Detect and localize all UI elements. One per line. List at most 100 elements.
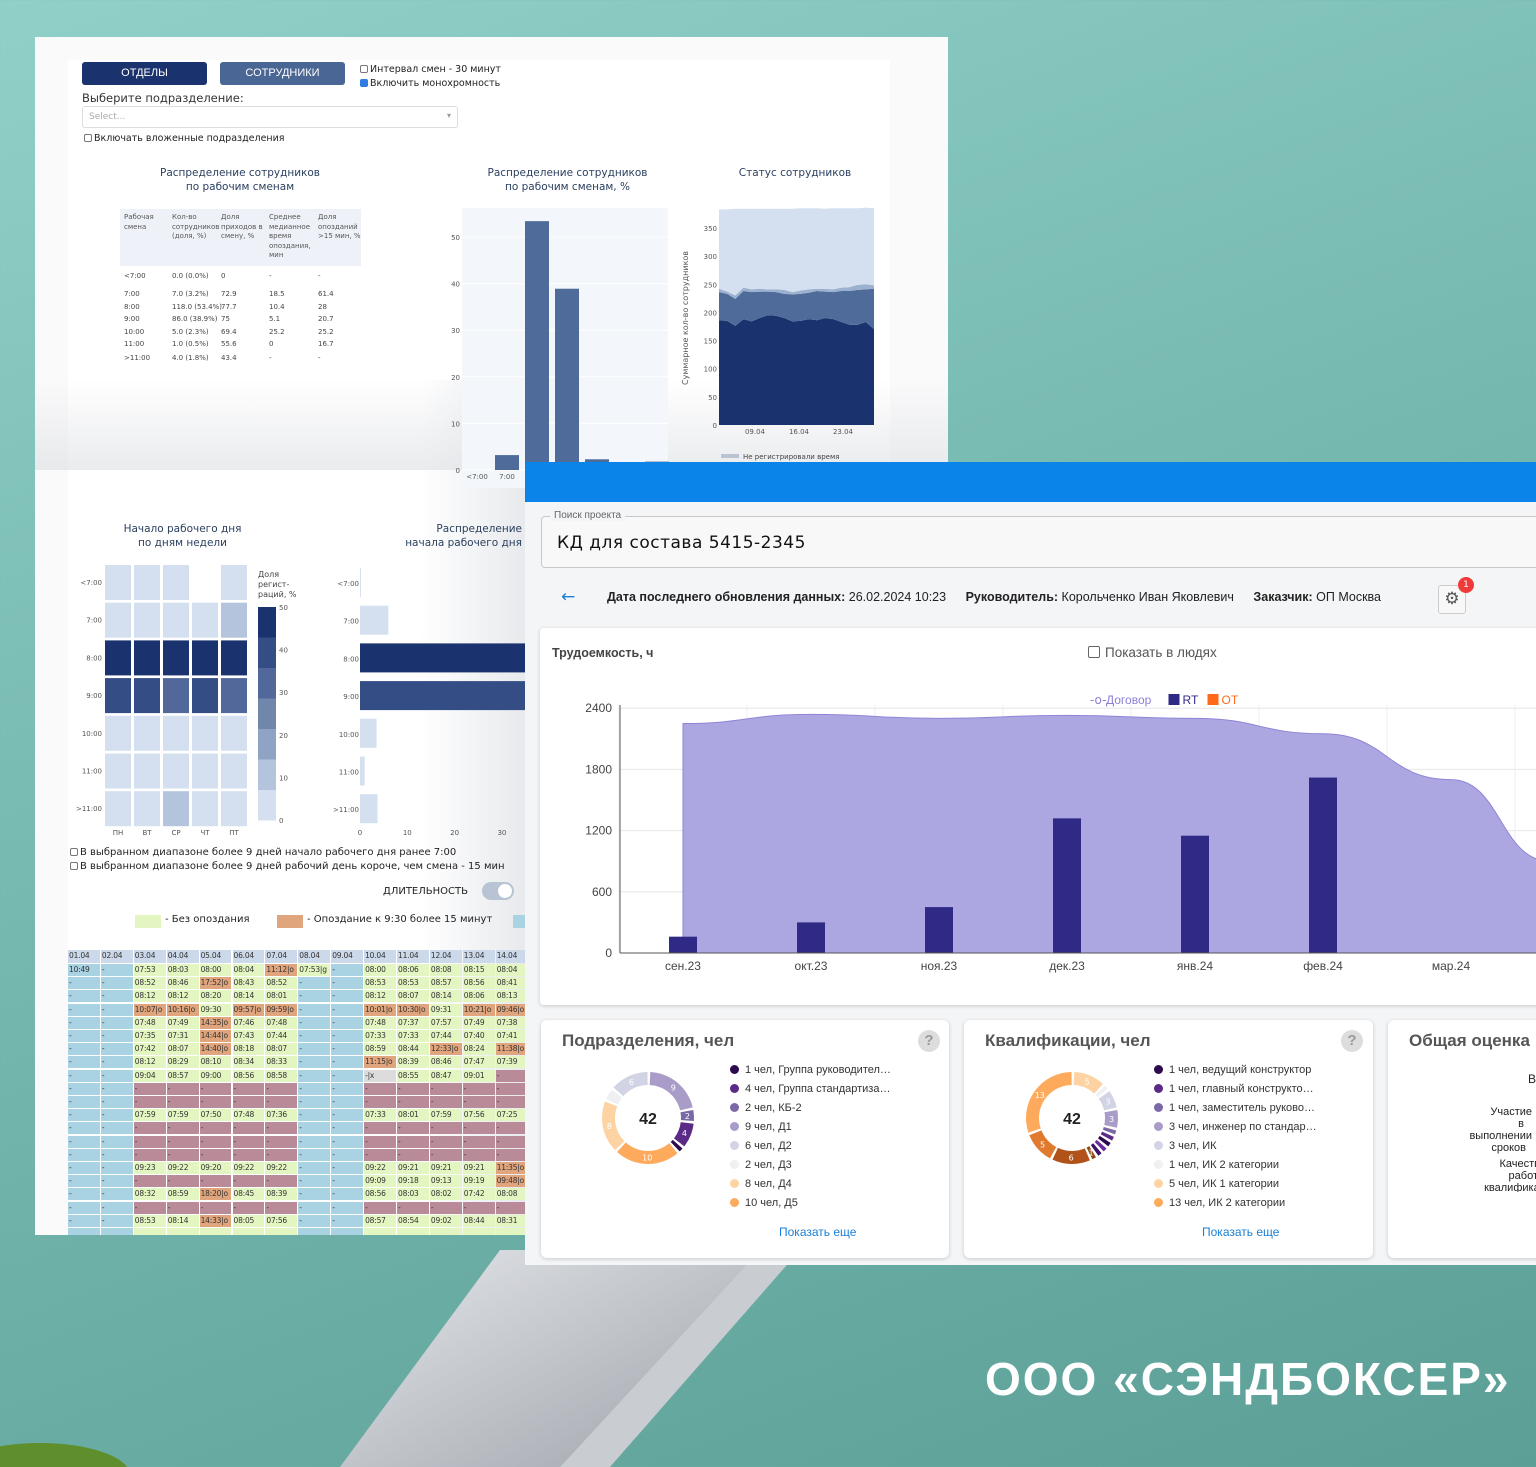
segment-label: 5 xyxy=(1040,1140,1045,1149)
checkbox[interactable] xyxy=(1088,646,1100,658)
x-tick-label: ЧТ xyxy=(200,829,210,837)
timesheet-cell: 08:47 xyxy=(429,1069,462,1082)
select-label: Выберите подразделение: xyxy=(82,91,244,105)
shift-interval-option[interactable]: Интервал смен - 30 минут xyxy=(360,64,501,75)
segment-label: 2 xyxy=(685,1112,690,1121)
legend-label: 1 чел, Группа руководител… xyxy=(745,1064,891,1076)
last-update-value: 26.02.2024 10:23 xyxy=(848,590,947,604)
timesheet-cell: - xyxy=(331,1122,364,1135)
legend-dot xyxy=(1154,1160,1163,1169)
search-input-value[interactable]: КД для состава 5415-2345 xyxy=(557,533,806,553)
segment-label: 3 xyxy=(1109,1115,1114,1124)
department-select[interactable]: Select... ▾ xyxy=(82,106,458,128)
departments-donut: 9 2 4 10 8 6 42 xyxy=(602,1072,694,1164)
legend-item: 13 чел, ИК 2 категории xyxy=(1154,1197,1285,1209)
monochrome-option[interactable]: Включить монохромность xyxy=(360,78,500,89)
heatmap-cell xyxy=(105,565,131,600)
timesheet-cell xyxy=(199,1228,232,1235)
timesheet-cell: 08:46 xyxy=(429,1056,462,1069)
legend-label: 8 чел, Д4 xyxy=(745,1178,792,1190)
y-tick-label: 350 xyxy=(704,225,717,233)
checkbox[interactable] xyxy=(70,848,78,856)
legend-label: 2 чел, Д3 xyxy=(745,1159,792,1171)
timesheet-cell: 10:01|o xyxy=(364,1003,396,1016)
area-series-s2 xyxy=(719,288,874,330)
y-tick-label: 0 xyxy=(713,422,717,430)
timesheet-cell xyxy=(133,1228,166,1235)
timesheet-cell: - xyxy=(100,1148,133,1161)
x-tick-label: мар.24 xyxy=(1432,959,1471,973)
timesheet-cell: 09:57|o xyxy=(232,1003,265,1016)
weekday-heatmap-title: Начало рабочего дня по дням недели xyxy=(123,523,242,549)
search-field-label: Поиск проекта xyxy=(550,510,626,521)
timesheet-cell: - xyxy=(133,1122,166,1135)
timesheet-cell: 08:56 xyxy=(364,1188,396,1201)
timesheet-cell: - xyxy=(495,1069,528,1082)
timesheet-cell: - xyxy=(495,1135,528,1148)
include-nested-option[interactable]: Включать вложенные подразделения xyxy=(84,133,285,144)
heatmap-cell xyxy=(192,753,218,789)
timesheet-cell: 11:35|o xyxy=(495,1162,528,1174)
duration-toggle[interactable] xyxy=(482,882,514,900)
segment-label: 4 xyxy=(682,1129,687,1138)
timesheet-cell: - xyxy=(100,1096,133,1108)
table-cell: 5.0 (2.3%) xyxy=(172,328,209,336)
timesheet-cell: - xyxy=(232,1096,265,1108)
timesheet-cell: - xyxy=(68,1188,100,1201)
checkbox[interactable] xyxy=(84,134,92,142)
y-tick-label: 8:00 xyxy=(343,655,359,663)
timesheet-cell: 08:34 xyxy=(232,1056,265,1069)
y-tick-label: 1200 xyxy=(585,824,612,838)
settings-button[interactable]: ⚙ xyxy=(1438,585,1466,614)
timesheet-cell: - xyxy=(331,1148,364,1161)
timesheet-cell: - xyxy=(331,1175,364,1188)
table-cell: 1.0 (0.5%) xyxy=(172,340,209,348)
tab-departments[interactable]: ОТДЕЛЫ xyxy=(82,62,207,85)
heatmap-cell xyxy=(163,791,189,827)
help-icon[interactable]: ? xyxy=(1341,1030,1363,1052)
timesheet-cell: - xyxy=(495,1201,528,1214)
legend-item: 3 чел, ИК xyxy=(1154,1140,1217,1152)
timesheet-cell: 08:52 xyxy=(133,977,166,990)
timesheet-cell: - xyxy=(462,1135,495,1148)
show-more-departments-link[interactable]: Показать еще xyxy=(779,1225,857,1239)
timesheet-cell: 18:20|o xyxy=(199,1188,232,1201)
heatmap-cell xyxy=(221,640,247,676)
table-header-cell: Рабочая смена xyxy=(124,213,154,231)
timesheet-cell: - xyxy=(68,1162,100,1174)
checkbox[interactable] xyxy=(360,65,368,73)
legend-dot xyxy=(1154,1179,1163,1188)
early-start-flag[interactable]: В выбранном диапазоне более 9 дней начал… xyxy=(70,847,456,858)
legend-label: 9 чел, Д1 xyxy=(745,1121,792,1133)
timesheet-cell: - xyxy=(68,1175,100,1188)
legend-label: 3 чел, инженер по стандар… xyxy=(1169,1121,1317,1133)
show-people-checkbox[interactable]: Показать в людях xyxy=(1088,645,1217,660)
y-tick-label: 1800 xyxy=(585,762,612,776)
project-search-field[interactable]: Поиск проекта КД для состава 5415-2345 xyxy=(541,510,1536,568)
overall-rating-card xyxy=(1388,1020,1536,1258)
short-day-flag[interactable]: В выбранном диапазоне более 9 дней рабоч… xyxy=(70,861,505,872)
checkbox[interactable] xyxy=(70,862,78,870)
legend-label: 2 чел, КБ-2 xyxy=(745,1102,802,1114)
option-label: Интервал смен - 30 минут xyxy=(370,64,501,75)
timesheet-cell: 08:06 xyxy=(397,964,429,976)
timesheet-cell: - xyxy=(331,1162,364,1174)
table-cell: 11:00 xyxy=(124,340,145,348)
x-tick-label: 10 xyxy=(403,829,412,837)
back-arrow-icon[interactable]: ← xyxy=(561,587,576,607)
timesheet-cell: - xyxy=(298,977,331,990)
help-icon[interactable]: ? xyxy=(918,1030,940,1052)
heatmap-cell xyxy=(134,640,160,676)
timesheet-cell: 07:43 xyxy=(232,1030,265,1042)
bar xyxy=(360,718,377,748)
timesheet-cell: 08:53 xyxy=(133,1214,166,1227)
timesheet-cell: - xyxy=(298,1056,331,1069)
timesheet-cell: 08:54 xyxy=(397,1214,429,1227)
tab-employees[interactable]: СОТРУДНИКИ xyxy=(220,62,345,85)
timesheet-cell: - xyxy=(100,1122,133,1135)
timesheet-cell: 07:49 xyxy=(166,1016,199,1029)
timesheet-cell: 07:33 xyxy=(364,1109,396,1122)
checkbox-checked[interactable] xyxy=(360,79,368,87)
legend-item: 10 чел, Д5 xyxy=(730,1197,798,1209)
show-more-qualifications-link[interactable]: Показать еще xyxy=(1202,1225,1280,1239)
